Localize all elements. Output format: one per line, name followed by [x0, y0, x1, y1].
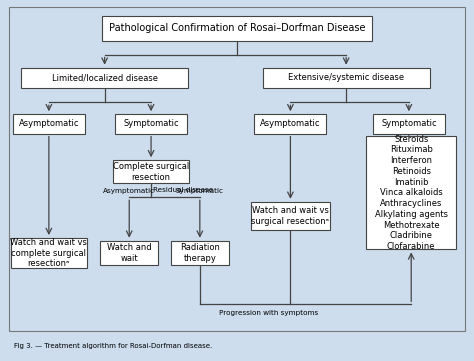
Text: Pathological Confirmation of Rosai–Dorfman Disease: Pathological Confirmation of Rosai–Dorfm…	[109, 23, 365, 33]
Text: Complete surgical
resection: Complete surgical resection	[113, 162, 189, 182]
Text: Fig 3. — Treatment algorithm for Rosai-Dorfman disease.: Fig 3. — Treatment algorithm for Rosai-D…	[14, 343, 212, 349]
FancyBboxPatch shape	[171, 241, 229, 265]
Text: Watch and
wait: Watch and wait	[107, 243, 152, 263]
FancyBboxPatch shape	[100, 241, 158, 265]
FancyBboxPatch shape	[255, 114, 327, 134]
FancyBboxPatch shape	[102, 16, 372, 41]
FancyBboxPatch shape	[21, 68, 188, 88]
Text: Watch and wait vs
surgical resectionᵃ: Watch and wait vs surgical resectionᵃ	[251, 206, 329, 226]
Text: Watch and wait vs
complete surgical
resectionᵃ: Watch and wait vs complete surgical rese…	[10, 238, 87, 268]
FancyBboxPatch shape	[263, 68, 430, 88]
FancyBboxPatch shape	[373, 114, 445, 134]
Text: Symptomatic: Symptomatic	[176, 188, 224, 195]
FancyBboxPatch shape	[115, 114, 187, 134]
Text: Progression with symptoms: Progression with symptoms	[219, 310, 318, 316]
Text: Asymptomatic: Asymptomatic	[18, 119, 79, 129]
Text: Asymptomatic: Asymptomatic	[103, 188, 155, 195]
Text: Symptomatic: Symptomatic	[123, 119, 179, 129]
Text: Extensive/systemic disease: Extensive/systemic disease	[288, 73, 404, 82]
Text: Symptomatic: Symptomatic	[381, 119, 437, 129]
FancyBboxPatch shape	[13, 114, 85, 134]
Text: Radiation
therapy: Radiation therapy	[180, 243, 220, 263]
Text: Asymptomatic: Asymptomatic	[260, 119, 321, 129]
FancyBboxPatch shape	[366, 136, 456, 249]
FancyBboxPatch shape	[10, 238, 87, 268]
Text: Limited/localized disease: Limited/localized disease	[52, 73, 158, 82]
Text: Steroids
Rituximab
Interferon
Retinoids
Imatinib
Vinca alkaloids
Anthracyclines
: Steroids Rituximab Interferon Retinoids …	[374, 135, 448, 251]
FancyBboxPatch shape	[113, 160, 190, 183]
Text: Residual disease: Residual disease	[154, 187, 214, 193]
FancyBboxPatch shape	[251, 202, 330, 230]
